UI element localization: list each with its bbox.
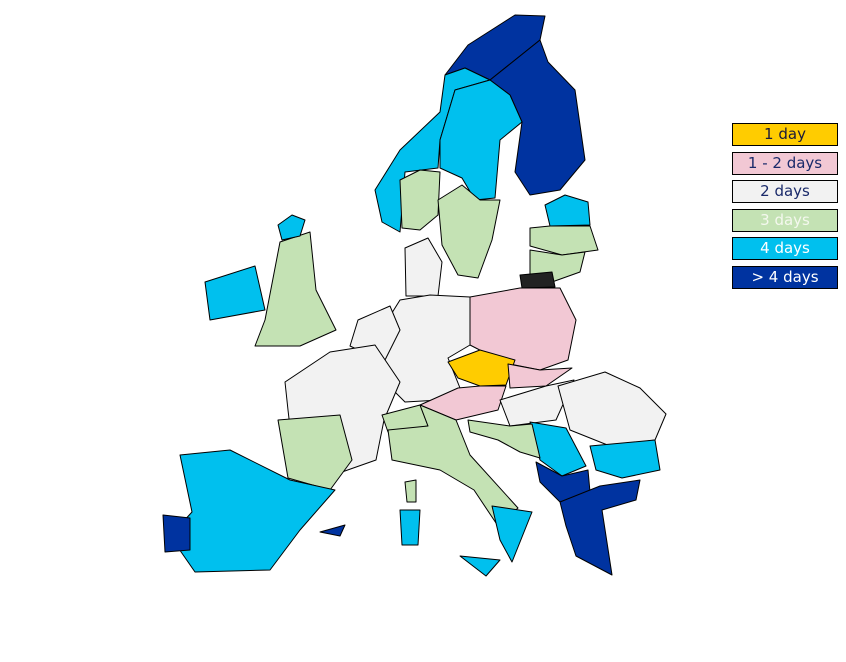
region-portugal[interactable] <box>162 514 191 553</box>
legend-item-1-2-days: 1 - 2 days <box>732 151 838 175</box>
region-ireland[interactable] <box>204 265 266 321</box>
region-slovakia[interactable] <box>507 363 573 389</box>
region-sardinia[interactable] <box>399 509 421 546</box>
region-norway-south[interactable] <box>399 169 441 231</box>
region-latvia[interactable] <box>529 225 599 256</box>
region-corsica[interactable] <box>404 479 417 503</box>
region-sweden-south[interactable] <box>437 184 501 279</box>
region-denmark[interactable] <box>404 237 443 297</box>
region-sicily[interactable] <box>459 555 501 577</box>
legend-item-over-4-days: > 4 days <box>732 265 838 289</box>
legend-item-1-day: 1 day <box>732 123 838 146</box>
region-kaliningrad <box>519 271 556 289</box>
region-spain-west[interactable] <box>277 414 353 491</box>
region-bulgaria[interactable] <box>589 439 661 479</box>
region-scotland-north[interactable] <box>277 214 306 241</box>
legend: 1 day 1 - 2 days 2 days 3 days 4 days > … <box>732 123 838 294</box>
region-croatia-slovenia[interactable] <box>467 419 541 459</box>
region-uk[interactable] <box>254 231 337 347</box>
region-cyprus[interactable] <box>319 524 346 537</box>
legend-item-3-days: 3 days <box>732 208 838 232</box>
region-estonia[interactable] <box>544 194 591 227</box>
region-greece[interactable] <box>559 479 641 576</box>
region-sweden[interactable] <box>439 79 523 201</box>
region-italy-south[interactable] <box>491 505 533 563</box>
region-romania[interactable] <box>557 371 667 447</box>
legend-item-2-days: 2 days <box>732 180 838 203</box>
region-czechia[interactable] <box>447 349 516 387</box>
legend-item-4-days: 4 days <box>732 237 838 260</box>
region-italy[interactable] <box>387 404 519 527</box>
